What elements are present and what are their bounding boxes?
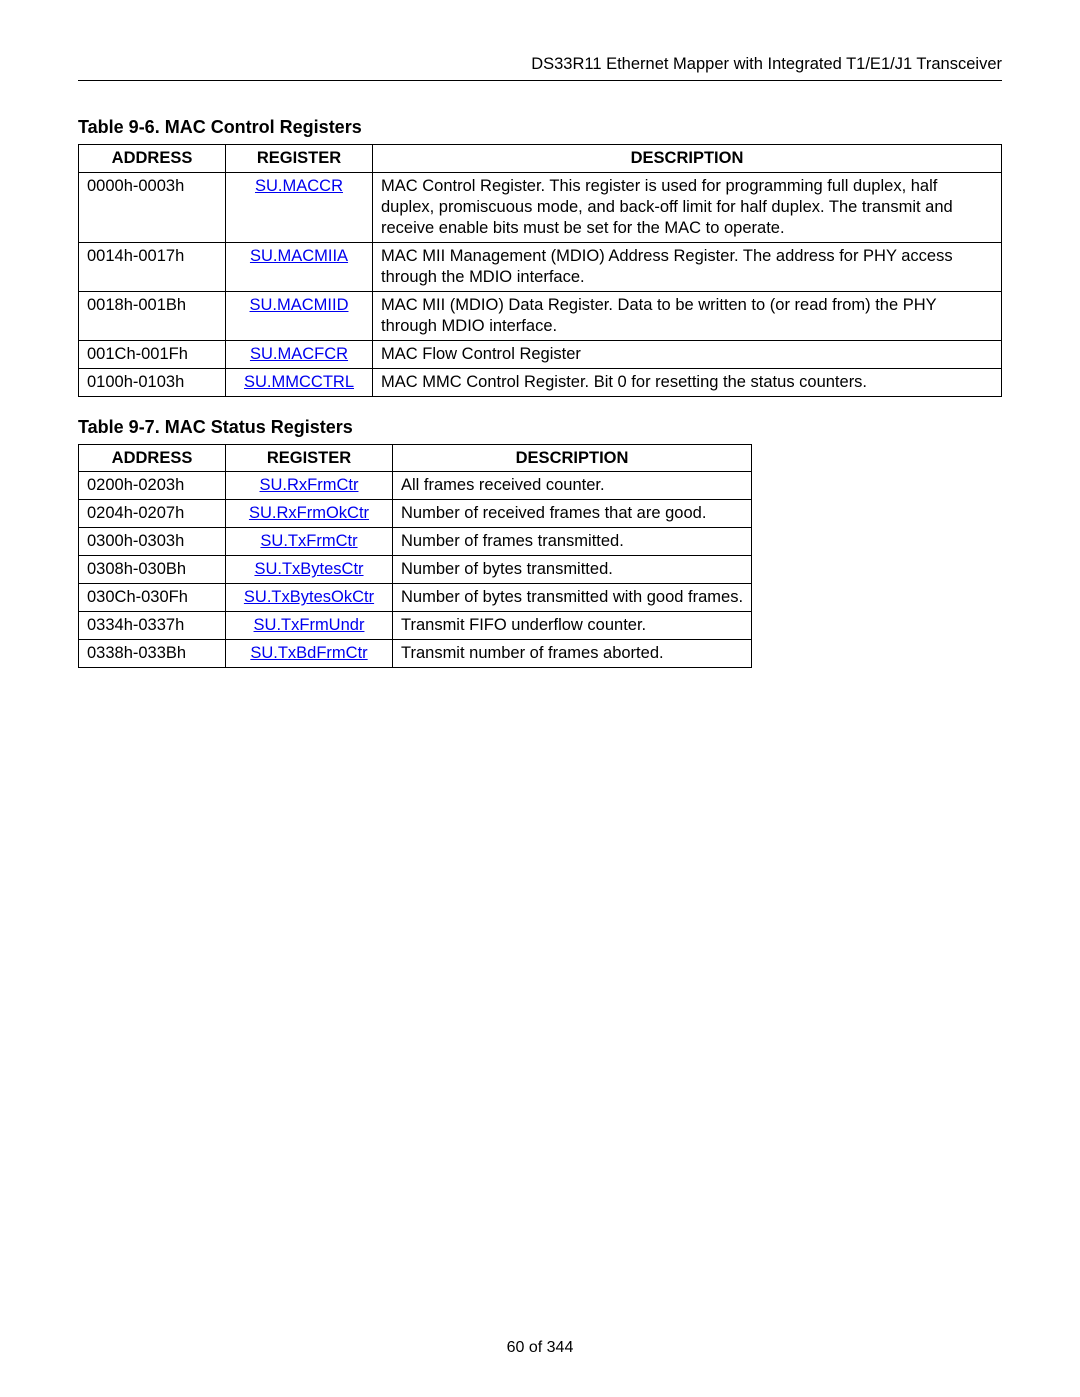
cell-description: MAC MII Management (MDIO) Address Regist… [373,242,1002,291]
cell-register: SU.MACCR [226,172,373,242]
cell-address: 0308h-030Bh [79,556,226,584]
table-row: 0204h-0207h SU.RxFrmOkCtr Number of receiv… [79,500,752,528]
register-link[interactable]: SU.MACCR [255,177,343,195]
cell-address: 0018h-001Bh [79,291,226,340]
col-address: ADDRESS [79,444,226,472]
cell-register: SU.TxBytesOkCtr [226,584,393,612]
register-link[interactable]: SU.RxFrmCtr [260,476,359,494]
table-row: 030Ch-030Fh SU.TxBytesOkCtr Number of byte… [79,584,752,612]
cell-description: Number of frames transmitted. [393,528,752,556]
cell-register: SU.MACMIID [226,291,373,340]
table-header-row: ADDRESS REGISTER DESCRIPTION [79,145,1002,173]
cell-register: SU.TxBdFrmCtr [226,640,393,668]
cell-description: MAC Flow Control Register [373,340,1002,368]
table-header-row: ADDRESS REGISTER DESCRIPTION [79,444,752,472]
cell-register: SU.MMCCTRL [226,368,373,396]
cell-description: Transmit FIFO underflow counter. [393,612,752,640]
col-description: DESCRIPTION [393,444,752,472]
cell-description: MAC MII (MDIO) Data Register. Data to be… [373,291,1002,340]
table-row: 001Ch-001Fh SU.MACFCR MAC Flow Control Reg… [79,340,1002,368]
col-register: REGISTER [226,145,373,173]
cell-register: SU.TxFrmUndr [226,612,393,640]
page-header: DS33R11 Ethernet Mapper with Integrated … [78,55,1002,81]
cell-address: 0200h-0203h [79,472,226,500]
cell-address: 0204h-0207h [79,500,226,528]
table-row: 0200h-0203h SU.RxFrmCtr All frames receive… [79,472,752,500]
register-link[interactable]: SU.RxFrmOkCtr [249,504,369,522]
cell-address: 0000h-0003h [79,172,226,242]
cell-register: SU.MACMIIA [226,242,373,291]
page: DS33R11 Ethernet Mapper with Integrated … [0,0,1080,1397]
register-link[interactable]: SU.TxFrmUndr [254,616,365,634]
cell-address: 0014h-0017h [79,242,226,291]
table-row: 0018h-001Bh SU.MACMIID MAC MII (MDIO) Data… [79,291,1002,340]
cell-address: 001Ch-001Fh [79,340,226,368]
cell-address: 0100h-0103h [79,368,226,396]
page-footer: 60 of 344 [0,1339,1080,1357]
table-row: 0338h-033Bh SU.TxBdFrmCtr Transmit number … [79,640,752,668]
cell-description: Transmit number of frames aborted. [393,640,752,668]
cell-description: Number of bytes transmitted. [393,556,752,584]
cell-register: SU.TxFrmCtr [226,528,393,556]
cell-register: SU.MACFCR [226,340,373,368]
register-link[interactable]: SU.TxBdFrmCtr [250,644,367,662]
cell-description: Number of bytes transmitted with good fr… [393,584,752,612]
col-register: REGISTER [226,444,393,472]
mac-control-registers-table: ADDRESS REGISTER DESCRIPTION 0000h-0003h… [78,144,1002,397]
table-row: 0308h-030Bh SU.TxBytesCtr Number of bytes … [79,556,752,584]
cell-address: 0300h-0303h [79,528,226,556]
table-row: 0014h-0017h SU.MACMIIA MAC MII Management … [79,242,1002,291]
cell-description: MAC Control Register. This register is u… [373,172,1002,242]
table-row: 0000h-0003h SU.MACCR MAC Control Register.… [79,172,1002,242]
register-link[interactable]: SU.MACMIIA [250,247,348,265]
register-link[interactable]: SU.MACMIID [250,296,349,314]
table2-title: Table 9-7. MAC Status Registers [78,417,1002,438]
table-row: 0100h-0103h SU.MMCCTRL MAC MMC Control Reg… [79,368,1002,396]
cell-register: SU.RxFrmCtr [226,472,393,500]
cell-description: All frames received counter. [393,472,752,500]
cell-register: SU.RxFrmOkCtr [226,500,393,528]
table1-title: Table 9-6. MAC Control Registers [78,117,1002,138]
register-link[interactable]: SU.MACFCR [250,345,348,363]
register-link[interactable]: SU.TxBytesCtr [254,560,363,578]
register-link[interactable]: SU.TxFrmCtr [260,532,357,550]
table-row: 0300h-0303h SU.TxFrmCtr Number of frames t… [79,528,752,556]
col-address: ADDRESS [79,145,226,173]
mac-status-registers-table: ADDRESS REGISTER DESCRIPTION 0200h-0203h… [78,444,752,669]
cell-address: 030Ch-030Fh [79,584,226,612]
cell-register: SU.TxBytesCtr [226,556,393,584]
register-link[interactable]: SU.TxBytesOkCtr [244,588,374,606]
cell-description: MAC MMC Control Register. Bit 0 for rese… [373,368,1002,396]
col-description: DESCRIPTION [373,145,1002,173]
cell-address: 0338h-033Bh [79,640,226,668]
register-link[interactable]: SU.MMCCTRL [244,373,354,391]
cell-description: Number of received frames that are good. [393,500,752,528]
table-row: 0334h-0337h SU.TxFrmUndr Transmit FIFO und… [79,612,752,640]
cell-address: 0334h-0337h [79,612,226,640]
